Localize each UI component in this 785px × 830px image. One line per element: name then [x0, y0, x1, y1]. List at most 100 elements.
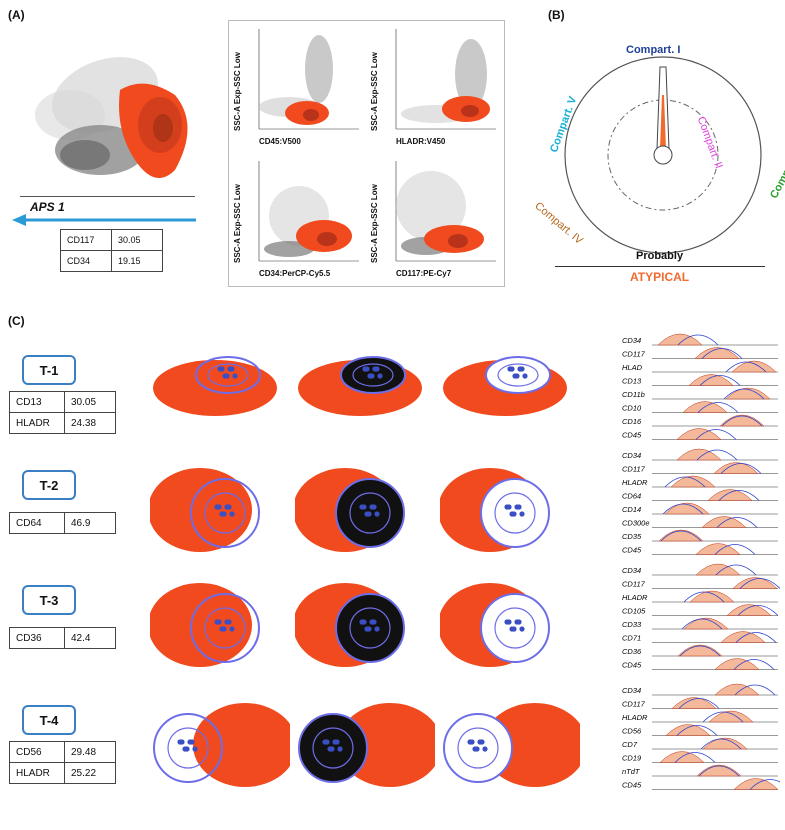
- marker-value: 46.9: [64, 512, 116, 534]
- histogram-marker-label: CD300e: [622, 519, 650, 528]
- tube-scatter-plot: [153, 356, 277, 416]
- marker-value: 30.05: [64, 391, 116, 413]
- histogram-marker-label: CD64: [622, 492, 641, 501]
- tube-scatter-plot: [440, 583, 550, 667]
- compartment-i-label: Compart. I: [626, 44, 681, 56]
- scatter-plot-hladr: SSC-A Exp-SSC Low HLADR:V450: [366, 21, 503, 153]
- classification-label: ATYPICAL: [630, 270, 690, 284]
- tube-marker-table: CD64 46.9: [9, 512, 116, 534]
- marker-value: 24.38: [64, 412, 116, 434]
- histogram-marker-label: HLADR: [622, 478, 648, 487]
- marker-histograms: CD34 CD117 HLAD CD13 CD11b CD10 CD16 CD45: [622, 333, 778, 440]
- panel-b-label: (B): [548, 8, 565, 22]
- marker-histograms: CD34 CD117 HLADR CD56 CD7 CD19 nTdT CD45: [622, 683, 780, 790]
- histogram-marker-label: CD45: [622, 661, 642, 670]
- aps-label: APS 1: [30, 200, 65, 214]
- table-row: CD64 46.9: [9, 512, 116, 534]
- table-row: HLADR 24.38: [9, 412, 116, 434]
- histogram-marker-label: CD34: [622, 336, 641, 345]
- marker-name: CD56: [9, 741, 65, 763]
- histogram-marker-label: CD117: [622, 700, 646, 709]
- histogram-marker-label: CD14: [622, 505, 641, 514]
- histogram-marker-label: CD45: [622, 781, 642, 790]
- histogram-marker-label: CD34: [622, 451, 641, 460]
- histogram-marker-label: CD16: [622, 417, 642, 426]
- aps-marker-table: CD117 30.05 CD34 19.15: [60, 229, 163, 272]
- table-row: CD56 29.48: [9, 741, 116, 763]
- y-axis-label: SSC-A Exp-SSC Low: [370, 52, 379, 131]
- probability-label: Probably: [636, 250, 684, 262]
- histogram-marker-label: CD117: [622, 465, 646, 474]
- tube-scatter-plot: [150, 468, 260, 552]
- histogram-marker-label: CD34: [622, 566, 641, 575]
- y-axis-label: SSC-A Exp-SSC Low: [370, 184, 379, 263]
- aps-cloud-plot: [35, 57, 188, 178]
- histogram-marker-label: CD45: [622, 431, 642, 440]
- table-row: CD36 42.4: [9, 627, 116, 649]
- histogram-marker-label: CD36: [622, 647, 642, 656]
- histogram-marker-label: CD117: [622, 350, 646, 359]
- panel-c-label: (C): [8, 314, 25, 328]
- histogram-marker-label: CD45: [622, 546, 642, 555]
- tube-marker-table: CD56 29.48 HLADR 25.22: [9, 741, 116, 784]
- histogram-marker-label: CD34: [622, 686, 641, 695]
- tube-label: T-1: [22, 355, 76, 385]
- histogram-marker-label: CD19: [622, 754, 642, 763]
- tube-marker-table: CD13 30.05 HLADR 24.38: [9, 391, 116, 434]
- compartment-iii-label: Compart. III: [768, 142, 785, 201]
- tube-label: T-2: [22, 470, 76, 500]
- table-row: CD34 19.15: [60, 250, 163, 272]
- marker-histograms: CD34 CD117 HLADR CD105 CD33 CD71 CD36 CD45: [622, 563, 780, 670]
- x-axis-label: CD117:PE-Cy7: [396, 269, 452, 278]
- histogram-marker-label: CD13: [622, 377, 642, 386]
- tube-scatter-plot: [443, 703, 580, 787]
- table-row: CD13 30.05: [9, 391, 116, 413]
- histogram-marker-label: CD7: [622, 740, 638, 749]
- histogram-marker-label: CD33: [622, 620, 642, 629]
- x-axis-label: HLADR:V450: [396, 137, 446, 146]
- tube-scatter-plot: [150, 583, 260, 667]
- tube-marker-table: CD36 42.4: [9, 627, 116, 649]
- histogram-marker-label: CD56: [622, 727, 642, 736]
- histogram-marker-label: CD117: [622, 580, 646, 589]
- marker-value: 25.22: [64, 762, 116, 784]
- scatter-grid: SSC-A Exp-SSC Low CD45:V500 SSC-A Exp-SS…: [228, 20, 505, 287]
- y-axis-label: SSC-A Exp-SSC Low: [233, 52, 242, 131]
- marker-value: 29.48: [64, 741, 116, 763]
- tube-scatter-plot: [440, 468, 550, 552]
- panel-a-label: (A): [8, 8, 25, 22]
- marker-name: CD34: [60, 250, 112, 272]
- histogram-marker-label: CD10: [622, 404, 642, 413]
- marker-name: HLADR: [9, 762, 65, 784]
- y-axis-label: SSC-A Exp-SSC Low: [233, 184, 242, 263]
- tube-label: T-3: [22, 585, 76, 615]
- marker-name: CD13: [9, 391, 65, 413]
- tube-scatter-plot: [295, 583, 405, 667]
- scatter-plot-cd45: SSC-A Exp-SSC Low CD45:V500: [229, 21, 366, 153]
- marker-name: CD64: [9, 512, 65, 534]
- marker-value: 42.4: [64, 627, 116, 649]
- aps-arrow: [12, 214, 196, 226]
- marker-name: CD36: [9, 627, 65, 649]
- tube-scatter-plot: [298, 356, 422, 416]
- marker-value: 30.05: [111, 229, 163, 251]
- marker-name: HLADR: [9, 412, 65, 434]
- tube-scatter-plot: [298, 703, 435, 787]
- marker-histograms: CD34 CD117 HLADR CD64 CD14 CD300e CD35 CD45: [622, 448, 778, 555]
- table-row: HLADR 25.22: [9, 762, 116, 784]
- tube-scatter-plot: [443, 356, 567, 416]
- tube-scatter-plot: [153, 703, 290, 787]
- table-row: CD117 30.05: [60, 229, 163, 251]
- tube-scatter-plot: [295, 468, 405, 552]
- scatter-plot-cd34: SSC-A Exp-SSC Low CD34:PerCP-Cy5.5: [229, 153, 366, 285]
- classification-divider: [555, 266, 765, 267]
- compartment-radar: [564, 56, 762, 254]
- marker-name: CD117: [60, 229, 112, 251]
- aps-divider: [20, 196, 195, 197]
- histogram-marker-label: HLADR: [622, 713, 648, 722]
- histogram-marker-label: CD105: [622, 607, 646, 616]
- histogram-marker-label: HLAD: [622, 363, 643, 372]
- histogram-marker-label: CD11b: [622, 390, 645, 399]
- x-axis-label: CD34:PerCP-Cy5.5: [259, 269, 331, 278]
- x-axis-label: CD45:V500: [259, 137, 301, 146]
